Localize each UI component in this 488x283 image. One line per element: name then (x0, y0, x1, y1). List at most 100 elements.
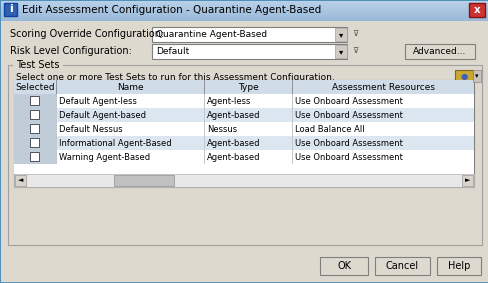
Bar (1, 16, 487, 17)
Text: Type: Type (237, 83, 258, 91)
Bar (13, 61, 63, 69)
Bar (1, 9, 487, 10)
Bar (203, 80, 204, 94)
Bar (14, 136, 473, 150)
Text: Scoring Override Configuration:: Scoring Override Configuration: (10, 29, 164, 39)
Bar (14, 150, 56, 164)
Bar (1, 18, 487, 19)
Bar (1, 11, 487, 12)
Text: Advanced...: Advanced... (412, 47, 466, 56)
Bar (1, 1, 487, 2)
Text: Assessment Resources: Assessment Resources (331, 83, 434, 91)
Text: i: i (9, 5, 12, 14)
Text: ⊽: ⊽ (351, 30, 357, 39)
Bar (14, 108, 56, 122)
Bar (468, 3, 484, 17)
Bar (203, 94, 204, 164)
Text: ●: ● (459, 72, 467, 80)
Text: Nessus: Nessus (206, 125, 237, 134)
Text: Informational Agent-Based: Informational Agent-Based (59, 138, 171, 147)
Bar (291, 80, 292, 94)
Bar (56, 94, 57, 164)
Text: ◄: ◄ (18, 177, 23, 183)
Text: Load Balance All: Load Balance All (294, 125, 364, 134)
Bar (1, 7, 487, 8)
Bar (1, 17, 487, 18)
Bar (14, 136, 56, 150)
Text: Risk Level Configuration:: Risk Level Configuration: (10, 46, 132, 56)
Bar (374, 257, 429, 275)
Bar (1, 5, 487, 6)
Bar (14, 93, 473, 94)
Bar (334, 45, 346, 58)
Bar (30, 124, 39, 133)
Text: Select one or more Test Sets to run for this Assessment Configuration.: Select one or more Test Sets to run for … (16, 72, 334, 82)
Text: ▾: ▾ (474, 73, 478, 79)
Text: Name: Name (117, 83, 143, 91)
Text: Default Nessus: Default Nessus (59, 125, 122, 134)
Text: Selected: Selected (15, 83, 55, 91)
Text: Default Agent-based: Default Agent-based (59, 110, 146, 119)
Text: Help: Help (447, 261, 469, 271)
Text: Agent-based: Agent-based (206, 110, 260, 119)
Text: Test Sets: Test Sets (16, 60, 60, 70)
Text: Use Onboard Assessment: Use Onboard Assessment (294, 110, 402, 119)
Text: OK: OK (336, 261, 350, 271)
Text: Warning Agent-Based: Warning Agent-Based (59, 153, 150, 162)
Bar (1, 15, 487, 16)
Bar (14, 80, 473, 187)
Bar (319, 257, 367, 275)
Bar (30, 138, 39, 147)
Bar (1, 12, 487, 13)
Text: Default Agent-less: Default Agent-less (59, 97, 137, 106)
Text: Default: Default (156, 47, 189, 56)
Bar (1, 4, 487, 5)
Text: ⊽: ⊽ (351, 47, 357, 56)
Bar (30, 152, 39, 161)
Bar (14, 122, 473, 136)
Text: Use Onboard Assessment: Use Onboard Assessment (294, 138, 402, 147)
Text: Edit Assessment Configuration - Quarantine Agent-Based: Edit Assessment Configuration - Quaranti… (22, 5, 321, 15)
Bar (15, 175, 26, 186)
Text: Quarantine Agent-Based: Quarantine Agent-Based (156, 30, 266, 39)
Bar (8, 65, 481, 245)
Bar (114, 175, 174, 186)
Bar (334, 28, 346, 41)
Bar (30, 96, 39, 105)
Text: ►: ► (464, 177, 469, 183)
Bar (1, 3, 487, 4)
Bar (14, 108, 473, 122)
Bar (14, 94, 473, 108)
Text: Agent-based: Agent-based (206, 138, 260, 147)
Text: Use Onboard Assessment: Use Onboard Assessment (294, 97, 402, 106)
Bar (4, 3, 17, 16)
Bar (1, 14, 487, 15)
Bar (436, 257, 480, 275)
Text: Agent-based: Agent-based (206, 153, 260, 162)
Text: ▾: ▾ (338, 30, 343, 39)
Bar (291, 94, 292, 164)
Bar (1, 6, 487, 7)
Bar (461, 175, 472, 186)
Bar (1, 20, 487, 21)
Bar (1, 10, 487, 11)
Bar (1, 13, 487, 14)
Bar (14, 150, 473, 164)
Bar (1, 19, 487, 20)
Bar (1, 2, 487, 3)
Bar (152, 27, 346, 42)
Bar (404, 44, 474, 59)
Bar (56, 80, 57, 94)
Bar (14, 164, 473, 174)
Text: Use Onboard Assessment: Use Onboard Assessment (294, 153, 402, 162)
Bar (30, 110, 39, 119)
Bar (14, 94, 56, 108)
Bar (14, 174, 473, 187)
Bar (14, 80, 473, 94)
Bar (1, 8, 487, 9)
Text: Agent-less: Agent-less (206, 97, 251, 106)
Bar (14, 122, 56, 136)
Text: ▾: ▾ (338, 47, 343, 56)
Text: x: x (473, 5, 479, 15)
Text: Cancel: Cancel (385, 261, 418, 271)
